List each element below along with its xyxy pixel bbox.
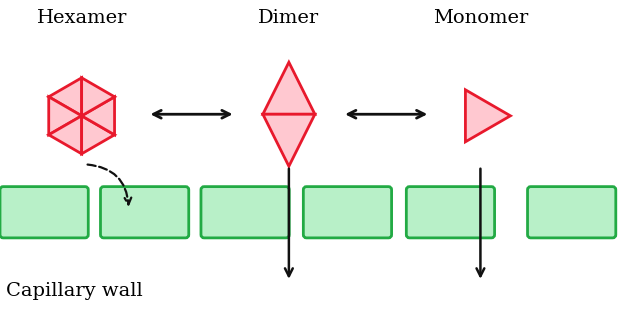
FancyBboxPatch shape — [303, 187, 392, 238]
FancyBboxPatch shape — [528, 187, 616, 238]
Polygon shape — [82, 116, 114, 154]
Polygon shape — [82, 78, 114, 116]
Text: Monomer: Monomer — [433, 9, 528, 28]
Text: Capillary wall: Capillary wall — [6, 282, 143, 300]
FancyBboxPatch shape — [100, 187, 189, 238]
Polygon shape — [49, 78, 82, 116]
Polygon shape — [82, 97, 114, 135]
Polygon shape — [263, 114, 315, 166]
Polygon shape — [49, 116, 82, 154]
Polygon shape — [465, 90, 511, 142]
Polygon shape — [263, 62, 315, 114]
Polygon shape — [49, 97, 82, 135]
Text: Hexamer: Hexamer — [36, 9, 127, 28]
FancyBboxPatch shape — [406, 187, 495, 238]
FancyBboxPatch shape — [201, 187, 290, 238]
Text: Dimer: Dimer — [258, 9, 320, 28]
FancyBboxPatch shape — [0, 187, 89, 238]
